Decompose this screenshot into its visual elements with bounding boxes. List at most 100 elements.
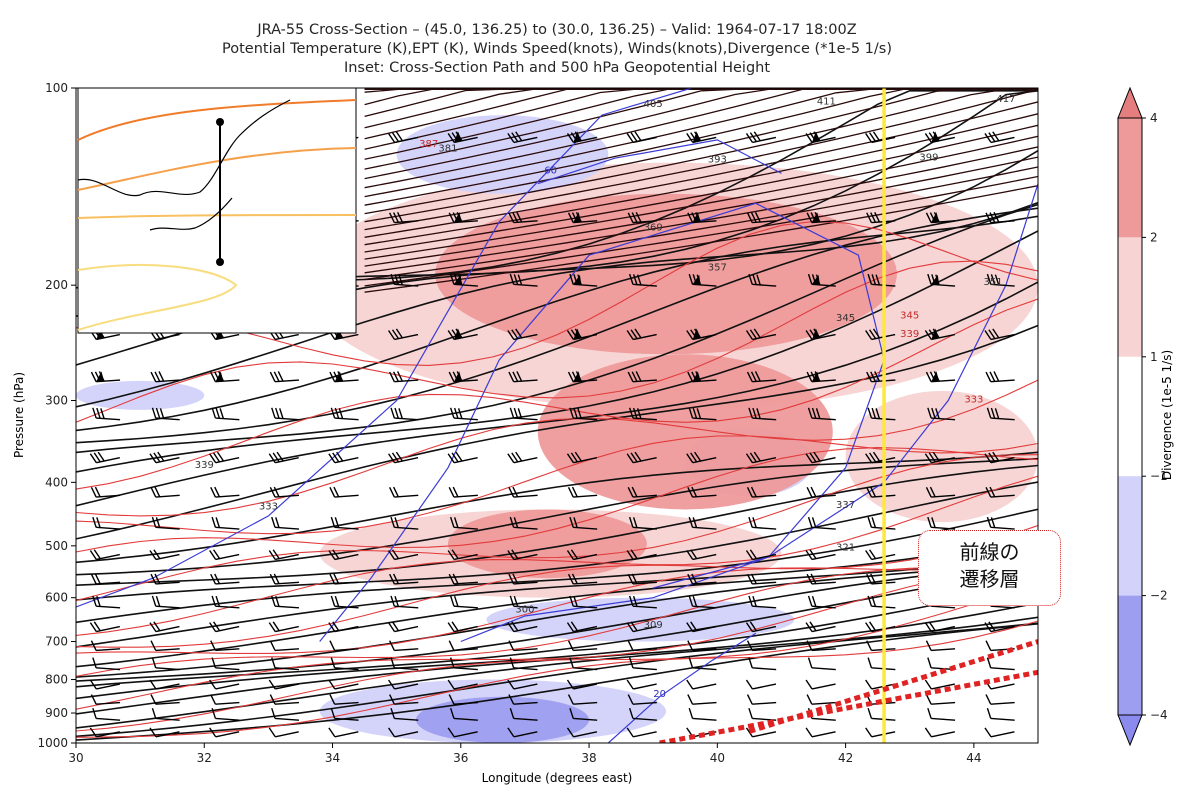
wind-barb: [90, 694, 121, 705]
colorbar-segment: [1118, 476, 1142, 596]
theta-isoline-upper: [364, 185, 1038, 293]
colorbar-tick-label: 1: [1150, 350, 1158, 364]
wind-barb: [447, 328, 478, 341]
wind-barb: [329, 694, 359, 705]
wind-barb: [150, 640, 180, 652]
wind-barb: [329, 371, 359, 383]
wind-barb: [507, 549, 538, 561]
wind-barb: [389, 486, 419, 498]
wind-barb: [151, 407, 180, 421]
wind-barb: [865, 549, 896, 561]
wind-barb: [269, 640, 300, 652]
wind-barb: [268, 679, 299, 690]
wind-barb: [89, 727, 120, 738]
x-tick-label: 32: [197, 751, 212, 765]
theta-isoline: [76, 230, 1038, 473]
wind-barb: [566, 621, 598, 633]
wind-barb: [748, 657, 777, 671]
wind-barb: [90, 573, 121, 585]
ept-isoline: [76, 561, 1038, 654]
wind-barb: [389, 640, 419, 652]
convergence-region: [415, 696, 590, 743]
theta-isoline: [76, 622, 1038, 738]
wind-barb: [269, 573, 300, 585]
wind-barb: [745, 131, 777, 144]
theta-isoline-upper: [364, 175, 1038, 287]
wind-barb: [628, 407, 657, 421]
colorbar-segment: [1118, 237, 1142, 357]
wind-barb: [390, 516, 419, 530]
wind-barb: [748, 707, 777, 721]
theta-isoline-upper: [364, 101, 1038, 238]
wind-barb: [566, 328, 598, 341]
wind-barb: [925, 371, 956, 383]
wind-barb: [389, 694, 419, 705]
wind-barb: [686, 328, 717, 341]
colorbar-frame: [1117, 117, 1143, 716]
wind-speed-isoline: [460, 183, 1038, 643]
wind-barb: [329, 486, 359, 498]
wind-barb: [745, 621, 777, 633]
wind-barb: [211, 707, 240, 721]
wind-barb: [269, 371, 300, 383]
ept-isoline: [76, 475, 1038, 636]
wind-barb: [569, 657, 598, 671]
wind-barb: [686, 621, 717, 633]
wind-barb: [806, 694, 836, 705]
wind-barb: [89, 451, 120, 464]
colorbar-segment: [1118, 118, 1142, 238]
divergence-region: [537, 354, 833, 510]
y-tick-label: 900: [45, 706, 68, 720]
colorbar-tick-label: 4: [1150, 111, 1158, 125]
wind-barb: [569, 595, 598, 609]
wind-barb: [805, 328, 836, 341]
wind-barb: [330, 595, 359, 609]
wind-barb: [89, 679, 120, 690]
wind-barb: [150, 694, 180, 705]
wind-barb: [509, 273, 538, 287]
wind-barb: [566, 549, 598, 561]
wind-barb: [925, 640, 956, 652]
theta-isoline: [76, 562, 1038, 678]
wind-barb: [628, 273, 657, 287]
wind-barb: [984, 328, 1015, 341]
wind-barb: [447, 131, 478, 144]
wind-barb: [328, 451, 359, 464]
wind-barb: [330, 707, 359, 721]
wind-barb: [927, 516, 956, 530]
wind-barb: [626, 679, 657, 690]
wind-barb: [390, 595, 419, 609]
y-tick-label: 300: [45, 394, 68, 408]
x-tick-label: 44: [966, 751, 981, 765]
wind-barb: [449, 407, 478, 421]
wind-barb: [925, 486, 956, 498]
inset-path-start: [216, 118, 224, 126]
wind-barb: [688, 407, 717, 421]
wind-barb: [210, 573, 240, 585]
wind-barb: [627, 694, 657, 705]
wind-barb: [567, 640, 598, 652]
theta-label: 381: [438, 143, 457, 154]
wind-barb: [806, 486, 836, 498]
wind-barb: [150, 573, 180, 585]
wind-barb: [509, 516, 538, 530]
theta-isoline: [76, 562, 1038, 682]
ept-label: 333: [964, 394, 983, 405]
wind-barb: [390, 707, 419, 721]
wind-barb: [330, 516, 359, 530]
wind-barb: [687, 211, 717, 224]
wind-barb: [90, 640, 121, 652]
wind-barb: [688, 657, 717, 671]
wind-barb: [329, 640, 359, 652]
wind-barb: [449, 516, 478, 530]
theta-isoline-upper: [364, 88, 1038, 223]
wind-barb: [806, 211, 836, 224]
inset-coastline: [77, 99, 291, 197]
theta-label: 399: [919, 152, 938, 163]
inset-geopotential-contour: [77, 264, 238, 331]
wind-barb: [329, 573, 359, 585]
wind-barb: [390, 273, 419, 287]
theta-label: 300: [515, 604, 534, 615]
wind-barb: [90, 486, 121, 498]
wind-barb: [865, 621, 896, 633]
